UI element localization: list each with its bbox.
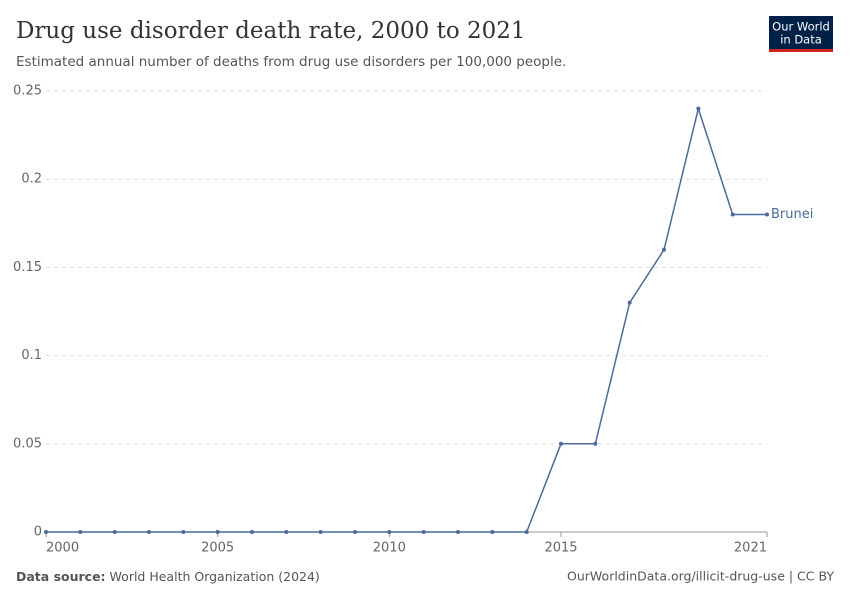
y-tick-label: 0.2 bbox=[21, 172, 42, 187]
logo[interactable]: Our World in Data bbox=[769, 16, 833, 52]
footer-source: Data source: World Health Organization (… bbox=[16, 569, 320, 584]
data-point bbox=[284, 530, 289, 534]
x-tick-label: 2015 bbox=[544, 541, 577, 556]
x-tick-label: 2000 bbox=[46, 541, 79, 556]
data-point bbox=[181, 530, 186, 534]
series-label: Brunei bbox=[771, 207, 813, 222]
y-tick-label: 0.15 bbox=[13, 260, 42, 275]
data-point bbox=[662, 247, 666, 252]
data-point bbox=[593, 441, 598, 446]
footer-url[interactable]: OurWorldinData.org/illicit-drug-use | CC… bbox=[567, 569, 834, 584]
data-point bbox=[421, 530, 426, 534]
data-point bbox=[215, 530, 220, 534]
series-line bbox=[46, 105, 767, 533]
data-point bbox=[387, 530, 392, 534]
data-point bbox=[44, 530, 48, 534]
source: World Health Organization (2024) bbox=[110, 569, 320, 584]
data-point bbox=[696, 106, 701, 111]
data-point bbox=[524, 530, 529, 534]
logo-text: in Data bbox=[780, 33, 822, 47]
data-point bbox=[765, 212, 769, 217]
logo-box[interactable] bbox=[769, 16, 833, 52]
data-point bbox=[490, 530, 495, 534]
data-point bbox=[730, 212, 735, 217]
data-point bbox=[112, 530, 117, 534]
logo-bar bbox=[769, 49, 833, 52]
data-point bbox=[250, 530, 254, 534]
y-tick-label: 0.05 bbox=[13, 436, 42, 451]
data-point bbox=[78, 530, 83, 534]
x-tick-label: 2010 bbox=[373, 541, 406, 556]
chart-title: Drug use disorder death rate, 2000 to 20… bbox=[16, 18, 526, 44]
data-point bbox=[353, 530, 357, 534]
data-point bbox=[147, 530, 151, 534]
y-tick-label: 0 bbox=[34, 525, 42, 540]
x-tick-label: 2021 bbox=[734, 541, 767, 556]
x-tick-label: 2005 bbox=[201, 541, 234, 556]
data-point bbox=[627, 300, 632, 305]
source-label: Data source: bbox=[16, 569, 106, 584]
data-point bbox=[559, 441, 563, 446]
y-tick-label: 0.1 bbox=[21, 348, 42, 363]
chart-subtitle: Estimated annual number of deaths from d… bbox=[16, 54, 566, 70]
y-tick-label: 0.25 bbox=[13, 84, 42, 99]
data-point bbox=[456, 530, 460, 534]
logo-text: Our World bbox=[772, 20, 830, 34]
data-point bbox=[318, 530, 323, 534]
